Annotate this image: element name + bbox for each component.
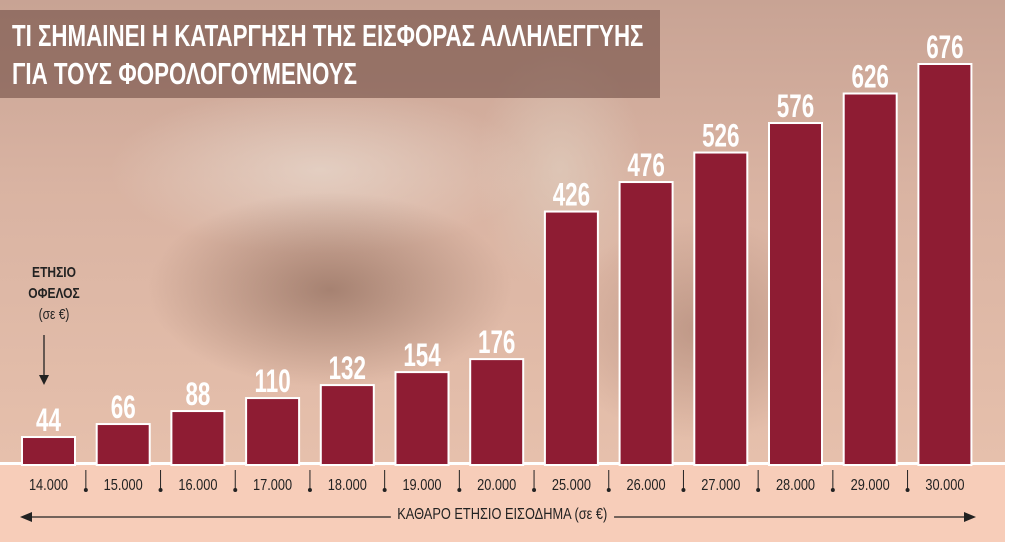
x-tick-label: 14.000 xyxy=(29,477,68,495)
tick-dot xyxy=(457,488,462,492)
x-tick-label: 18.000 xyxy=(328,477,367,495)
bar xyxy=(618,181,674,466)
x-tick-label: 30.000 xyxy=(925,477,964,495)
x-tick-label: 26.000 xyxy=(627,477,666,495)
x-tick-label: 15.000 xyxy=(104,477,143,495)
bar xyxy=(693,151,749,467)
tick-dot xyxy=(307,488,312,492)
bar xyxy=(768,122,823,466)
tick-dot xyxy=(681,488,686,492)
bar xyxy=(543,210,599,466)
tick-dot xyxy=(830,488,835,492)
tick-dot xyxy=(233,488,238,492)
x-tick-label: 17.000 xyxy=(253,477,292,495)
x-tick-label: 28.000 xyxy=(776,477,815,495)
bar-value-label: 476 xyxy=(627,147,664,183)
bar xyxy=(394,371,450,466)
bar xyxy=(95,423,151,466)
bar xyxy=(170,410,226,467)
tick-dot xyxy=(532,488,537,492)
x-tick-label: 25.000 xyxy=(552,477,591,495)
x-axis-title-text: ΚΑΘΑΡΟ ΕΤΗΣΙΟ ΕΙΣΟΔΗΜΑ (σε €) xyxy=(391,506,614,524)
x-tick-label: 20.000 xyxy=(477,477,516,495)
bar xyxy=(245,397,301,467)
tick-dot xyxy=(905,488,910,492)
chart-title: ΤΙ ΣΗΜΑΙΝΕΙ Η ΚΑΤΑΡΓΗΣΗ ΤΗΣ ΕΙΣΦΟΡΑΣ ΑΛΛ… xyxy=(12,18,644,53)
x-axis-band xyxy=(0,463,1005,542)
bar-value-label: 110 xyxy=(255,363,291,399)
x-axis-title: ΚΑΘΑΡΟ ΕΤΗΣΙΟ ΕΙΣΟΔΗΜΑ (σε €) xyxy=(0,506,1005,524)
bar xyxy=(469,358,525,467)
bar xyxy=(319,384,375,466)
bar-value-label: 576 xyxy=(777,88,814,124)
bar-value-label: 66 xyxy=(111,389,136,425)
bar xyxy=(21,436,76,466)
x-tick-label: 16.000 xyxy=(178,477,217,495)
y-label-line1: ΕΤΗΣΙΟ xyxy=(32,264,76,281)
x-tick-label: 19.000 xyxy=(402,477,441,495)
tick-dot xyxy=(606,488,611,492)
bar-value-label: 154 xyxy=(403,337,441,373)
bar-value-label: 526 xyxy=(702,118,739,154)
x-tick-label: 29.000 xyxy=(851,477,890,495)
bar-value-label: 44 xyxy=(36,402,61,438)
title-band: ΤΙ ΣΗΜΑΙΝΕΙ Η ΚΑΤΑΡΓΗΣΗ ΤΗΣ ΕΙΣΦΟΡΑΣ ΑΛΛ… xyxy=(0,10,660,98)
tick-dot xyxy=(83,488,88,492)
tick-dot xyxy=(756,488,761,492)
bar-value-label: 176 xyxy=(478,324,515,360)
tick-dot xyxy=(382,488,387,492)
bar-value-label: 426 xyxy=(553,177,590,213)
y-label-unit: (σε €) xyxy=(38,306,70,323)
chart-subtitle: ΓΙΑ ΤΟΥΣ ΦΟΡΟΛΟΓΟΥΜΕΝΟΥΣ xyxy=(12,56,358,91)
bar-value-label: 676 xyxy=(926,29,963,65)
bar-value-label: 88 xyxy=(185,376,210,412)
y-label-line2: ΟΦΕΛΟΣ xyxy=(28,285,80,302)
x-tick-label: 27.000 xyxy=(701,477,740,495)
left-arrow-icon xyxy=(20,512,32,522)
y-axis-label: ΕΤΗΣΙΟ ΟΦΕΛΟΣ (σε €) xyxy=(25,262,83,325)
bar-value-label: 626 xyxy=(852,59,889,95)
tick-dot xyxy=(158,488,163,492)
right-arrow-icon xyxy=(964,512,976,522)
bar xyxy=(842,92,898,466)
bar xyxy=(917,63,973,466)
down-arrow-icon xyxy=(39,335,49,385)
bar-value-label: 132 xyxy=(329,350,366,386)
